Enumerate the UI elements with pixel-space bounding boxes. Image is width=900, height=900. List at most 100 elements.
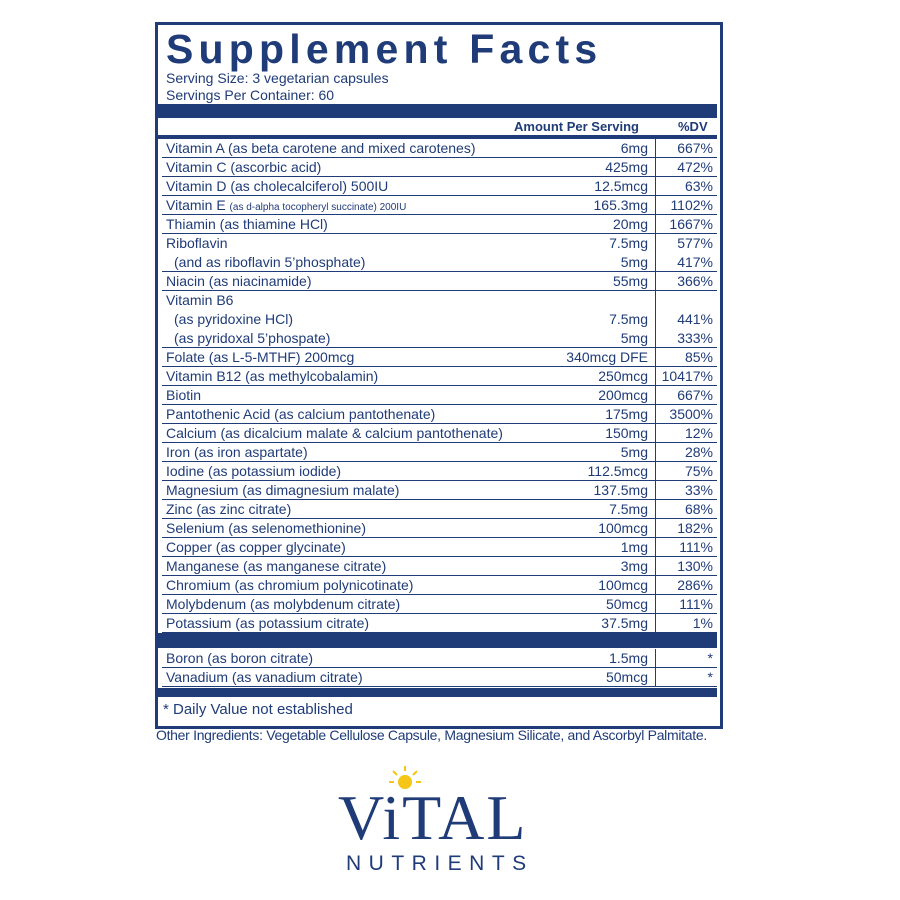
nutrient-name: Chromium (as chromium polynicotinate) [166,577,414,593]
other-ingredients: Other Ingredients: Vegetable Cellulose C… [156,727,707,743]
nutrient-row: Molybdenum (as molybdenum citrate) 50mcg 1… [166,595,714,614]
amount: 100mcg [598,520,648,536]
nutrient-row: Selenium (as selenomethionine) 100mcg 182% [166,519,714,538]
servings-per-container: Servings Per Container: 60 [166,87,335,103]
thick-bar [158,688,717,697]
amount: 7.5mg [609,311,648,327]
amount: 165.3mg [593,197,648,213]
amount: 5mg [620,330,648,346]
row-separator [162,575,717,576]
row-separator [162,594,717,595]
row-separator [162,347,717,348]
row-separator [162,385,717,386]
row-separator [162,518,717,519]
nutrient-row: Vitamin C (ascorbic acid) 425mg 472% [166,158,714,177]
row-separator [162,271,717,272]
column-divider [655,649,656,687]
amount: 150mg [605,425,648,441]
amount: 112.5mcg [587,463,648,479]
nutrient-name: Biotin [166,387,202,403]
daily-value: 1% [692,615,713,631]
nutrient-row: Zinc (as zinc citrate) 7.5mg 68% [166,500,714,519]
nutrient-name: Iodine (as potassium iodide) [166,463,342,479]
header-bar [158,135,717,139]
nutrient-name: Copper (as copper glycinate) [166,539,346,555]
daily-value: 1102% [670,197,713,213]
row-separator [162,480,717,481]
nutrient-name: Vitamin B6 [166,292,234,308]
nutrient-name: Vitamin C (ascorbic acid) [166,159,322,175]
brand-subtitle: NUTRIENTS [346,852,534,875]
daily-value: 28% [684,444,713,460]
daily-value: 472% [677,159,713,175]
facts-panel [155,22,723,729]
nutrient-name: Iron (as iron aspartate) [166,444,308,460]
nutrient-row: Vanadium (as vanadium citrate) 50mcg * [166,668,714,687]
nutrient-row: Vitamin B6 [166,291,714,310]
nutrient-row: Vitamin A (as beta carotene and mixed ca… [166,139,714,158]
amount: 425mg [605,159,648,175]
nutrient-row: Biotin 200mcg 667% [166,386,714,405]
nutrient-row: Calcium (as dicalcium malate & calcium p… [166,424,714,443]
amount: 5mg [620,444,648,460]
dv-header: %DV [678,119,708,134]
row-separator [162,366,717,367]
sun-icon [389,766,421,789]
daily-value: 1667% [669,216,713,232]
nutrient-name: Riboflavin [166,235,228,251]
daily-value: 130% [677,558,713,574]
row-separator [162,499,717,500]
daily-value: 333% [677,330,713,346]
footnote: * Daily Value not established [163,701,353,718]
nutrient-row: (as pyridoxine HCl) 7.5mg 441% [166,310,714,329]
nutrient-row: Vitamin B12 (as methylcobalamin) 250mcg 10… [166,367,714,386]
nutrient-row: Copper (as copper glycinate) 1mg 111% [166,538,714,557]
nutrient-name: Molybdenum (as molybdenum citrate) [166,596,401,612]
amount: 7.5mg [609,235,648,251]
nutrient-name: Niacin (as niacinamide) [166,273,312,289]
nutrient-name: Vitamin A (as beta carotene and mixed ca… [166,140,476,156]
amount: 7.5mg [609,501,648,517]
daily-value: 577% [677,235,713,251]
amount-header: Amount Per Serving [514,119,639,134]
nutrient-name: Magnesium (as dimagnesium malate) [166,482,400,498]
daily-value: 286% [677,577,713,593]
amount: 250mcg [598,368,648,384]
row-separator [162,667,717,668]
amount: 20mg [612,216,648,232]
nutrient-row: Niacin (as niacinamide) 55mg 366% [166,272,714,291]
nutrient-row: Vitamin D (as cholecalciferol) 500IU 12.5… [166,177,714,196]
nutrient-name: Thiamin (as thiamine HCl) [166,216,328,232]
row-separator [162,233,717,234]
daily-value: 33% [684,482,713,498]
nutrient-name: Pantothenic Acid (as calcium pantothenat… [166,406,436,422]
thick-bar [158,104,717,118]
row-separator [162,556,717,557]
nutrient-row: Iron (as iron aspartate) 5mg 28% [166,443,714,462]
amount: 200mcg [598,387,648,403]
amount: 175mg [605,406,648,422]
daily-value: 182% [677,520,713,536]
nutrient-name: Boron (as boron citrate) [166,650,314,666]
daily-value: 3500% [669,406,713,422]
row-separator [162,214,717,215]
daily-value: 12% [684,425,713,441]
daily-value: 366% [677,273,713,289]
nutrient-row: Riboflavin 7.5mg 577% [166,234,714,253]
daily-value: 111% [679,596,713,612]
row-separator [162,157,717,158]
nutrient-row: Folate (as L-5-MTHF) 200mcg 340mcg DFE 85% [166,348,714,367]
nutrient-row: (as pyridoxal 5’phospate) 5mg 333% [166,329,714,348]
amount: 6mg [620,140,648,156]
nutrient-name: Potassium (as potassium citrate) [166,615,370,631]
amount: 100mcg [598,577,648,593]
panel-title: Supplement Facts [166,26,603,72]
daily-value: * [707,669,713,685]
row-separator [162,632,717,633]
amount: 3mg [620,558,648,574]
nutrient-name: Manganese (as manganese citrate) [166,558,387,574]
nutrient-row: Iodine (as potassium iodide) 112.5mcg 75% [166,462,714,481]
row-separator [162,404,717,405]
row-separator [162,290,717,291]
